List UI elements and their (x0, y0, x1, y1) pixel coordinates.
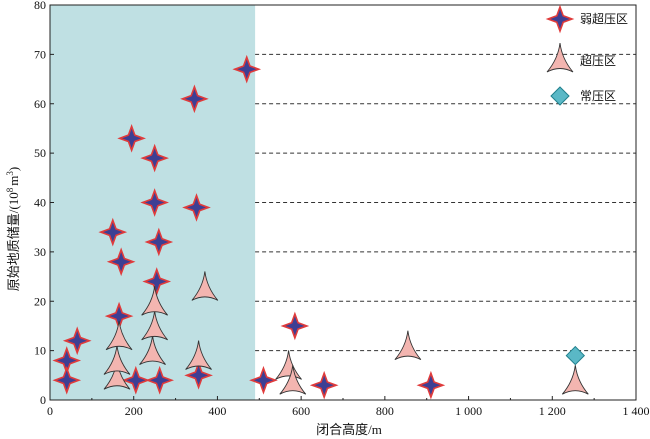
data-point-star4-17 (249, 365, 278, 395)
legend-marker-arrowhead (546, 42, 574, 73)
data-point-arrowhead-5 (141, 286, 168, 316)
y-axis: 0 10 20 30 40 50 60 70 80 (34, 0, 54, 407)
data-point-star4-14 (182, 193, 211, 222)
y-tick-label-40: 40 (34, 196, 46, 210)
y-tick-label-70: 70 (34, 47, 46, 61)
x-tick-label-800: 800 (376, 404, 394, 418)
x-tick-label-1400: 1 400 (623, 404, 650, 418)
y-tick-label-0: 0 (40, 393, 46, 407)
y-tick-label-30: 30 (34, 245, 46, 259)
data-point-arrowhead-2 (105, 320, 133, 351)
data-point-star4-20 (416, 370, 446, 400)
data-point-arrowhead-9 (279, 365, 307, 395)
data-point-arrowhead-0 (103, 360, 131, 390)
data-point-arrowhead-4 (141, 310, 168, 341)
y-tick-label-60: 60 (34, 97, 46, 111)
data-point-star4-3 (98, 217, 128, 247)
x-tick-label-1000: 1 000 (455, 404, 482, 418)
svg-text:原始地质储量/(108m3): 原始地质储量/(108m3) (5, 167, 21, 291)
y-axis-title-exp: 8 (5, 187, 15, 192)
data-point-star4-8 (140, 143, 169, 173)
data-point-star4-12 (145, 365, 175, 395)
data-point-star4-2 (62, 326, 92, 356)
legend-item-diamond: 常压区 (550, 86, 616, 106)
data-point-star4-10 (142, 267, 172, 296)
data-point-star4-18 (280, 311, 310, 341)
data-point-star4-16 (232, 54, 262, 84)
legend-item-arrowhead: 超压区 (546, 42, 616, 73)
y-axis-title-unit: m (6, 176, 21, 186)
x-axis: 0 200 400 600 800 1 000 1 200 1 400 (47, 396, 650, 418)
legend-marker-diamond (550, 86, 570, 106)
y-axis-title-unit-exp: 3 (5, 171, 15, 176)
legend-item-star4: 弱超压区 (545, 4, 628, 34)
data-point-star4-9 (140, 188, 169, 217)
data-point-star4-7 (121, 365, 151, 395)
data-points (52, 54, 589, 400)
legend-label-arrowhead: 超压区 (580, 53, 616, 68)
data-point-star4-6 (117, 123, 146, 153)
x-tick-label-1200: 1 200 (539, 404, 566, 418)
data-point-arrowhead-6 (185, 340, 212, 370)
data-point-star4-19 (309, 370, 339, 400)
legend-label-star4: 弱超压区 (580, 11, 628, 26)
data-point-star4-15 (184, 360, 213, 390)
y-tick-label-50: 50 (34, 146, 46, 160)
data-point-arrowhead-8 (275, 350, 302, 380)
y-tick-label-80: 80 (34, 0, 46, 12)
data-point-arrowhead-11 (561, 365, 589, 395)
y-axis-title-main: 原始地质储量/(10 (6, 192, 21, 291)
legend-label-diamond: 常压区 (580, 89, 616, 103)
x-tick-label-400: 400 (208, 404, 226, 418)
data-point-star4-5 (106, 247, 136, 277)
x-axis-title: 闭合高度/m (316, 422, 382, 437)
data-point-arrowhead-3 (139, 335, 166, 365)
data-point-diamond-0 (565, 345, 586, 366)
x-tick-label-600: 600 (292, 404, 310, 418)
data-point-star4-13 (180, 84, 209, 114)
y-axis-title-close: ) (6, 167, 21, 171)
data-point-arrowhead-1 (103, 345, 131, 375)
y-tick-label-20: 20 (34, 294, 46, 308)
x-tick-label-200: 200 (125, 404, 143, 418)
y-tick-label-10: 10 (34, 344, 46, 358)
y-axis-title: 原始地质储量/(108m3) (5, 167, 21, 291)
data-point-star4-11 (144, 227, 174, 257)
data-point-arrowhead-7 (191, 271, 219, 301)
legend-marker-star4 (545, 4, 575, 34)
data-point-arrowhead-10 (394, 330, 422, 361)
data-point-star4-1 (52, 365, 82, 395)
x-tick-label-0: 0 (47, 404, 53, 418)
gridlines (255, 53, 636, 352)
